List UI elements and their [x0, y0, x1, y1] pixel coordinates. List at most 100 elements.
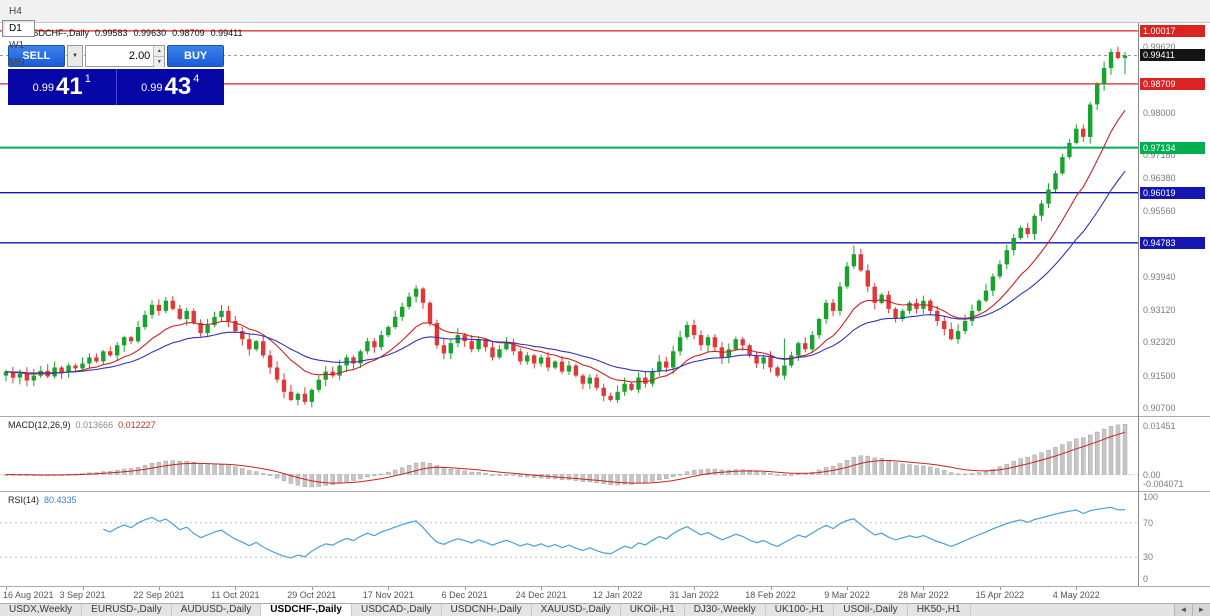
axis-price-label: 0.96380 [1143, 173, 1176, 184]
time-axis-label: 6 Dec 2021 [441, 590, 488, 600]
volume-spinner: ▲ ▼ [153, 46, 165, 67]
symbol-tab[interactable]: USDCHF-,Daily [261, 604, 352, 616]
trade-panel-controls: SELL ▼ ▲ ▼ BUY [8, 45, 224, 67]
period-button-mn[interactable]: MN [9, 56, 25, 68]
time-tick [158, 587, 160, 590]
ohlc-close: 0.99411 [210, 27, 243, 38]
time-axis[interactable]: 16 Aug 2021 3 Sep 2021 22 Sep 2021 11 Oct 2… [0, 587, 1138, 603]
price-level-badge: 0.94783 [1140, 236, 1205, 249]
ohlc-high: 0.99630 [133, 27, 167, 38]
time-axis-label: 22 Sep 2021 [133, 590, 185, 600]
axis-price-label: 0.99620 [1143, 42, 1176, 52]
time-axis-label: 12 Jan 2022 [592, 590, 643, 600]
symbol-tab[interactable]: UK100-,H1 [766, 604, 835, 616]
spin-down-icon[interactable]: ▼ [154, 57, 165, 67]
time-tick [1076, 587, 1078, 590]
volume-input[interactable] [86, 46, 154, 66]
price-level-badge: 0.97134 [1140, 141, 1205, 154]
period-buttons: 5M30H1H4D1W1MN [0, 0, 36, 71]
pane-separator[interactable] [0, 416, 1210, 417]
chart-ohlc-header: USDCHF-,Daily 0.99583 0.99630 0.98709 0.… [7, 26, 243, 38]
period-button-h4[interactable]: H4 [9, 5, 22, 17]
axis-price-label: 0.92320 [1143, 337, 1176, 348]
symbol-tab[interactable]: DJ30-,Weekly [685, 604, 766, 616]
period-button-w1[interactable]: W1 [9, 39, 24, 51]
symbol-tab[interactable]: USOil-,Daily [834, 604, 908, 616]
price-divider [115, 69, 117, 105]
tabs-scroll-right-button[interactable]: ► [1192, 604, 1210, 616]
time-tick [923, 587, 925, 590]
time-axis-label: 16 Aug 2021 [3, 590, 54, 600]
time-tick [999, 587, 1001, 590]
axis-price-label: 0.97180 [1143, 149, 1176, 160]
tab-scroll-arrows: ◄ ► [1174, 604, 1210, 616]
time-axis-label: 28 Mar 2022 [898, 590, 949, 600]
sell-price-big: 41 [56, 73, 83, 100]
time-axis-label: 31 Jan 2022 [669, 590, 719, 600]
time-axis-label: 24 Dec 2021 [515, 590, 567, 600]
macd-scale-label: 0.00 [1143, 469, 1161, 480]
rsi-scale-label: 70 [1143, 517, 1154, 528]
chevron-down-icon: ▼ [72, 53, 78, 59]
symbol-tab[interactable]: USDX,Weekly [0, 604, 83, 616]
rsi-indicator-label: RSI(14) 80.4335 [8, 495, 77, 505]
time-tick [235, 587, 237, 590]
pane-separator [0, 586, 1210, 587]
time-tick [694, 587, 696, 590]
sell-button[interactable]: SELL [8, 45, 65, 67]
chart-tabs-bar: USDX,Weekly EURUSD-,Daily AUDUSD-,Daily USD… [0, 603, 1210, 616]
time-axis-label: 3 Sep 2021 [59, 590, 106, 600]
symbol-tab[interactable]: UKOil-,H1 [621, 604, 685, 616]
buy-price-sup: 4 [193, 73, 200, 85]
tabs-scroll-left-button[interactable]: ◄ [1174, 604, 1192, 616]
ma-slow-line [5, 170, 1126, 374]
symbol-tab[interactable]: XAUUSD-,Daily [532, 604, 621, 616]
period-button-d1[interactable]: D1 [2, 19, 36, 37]
time-axis-label: 9 Mar 2022 [824, 590, 870, 600]
time-axis-label: 29 Oct 2021 [287, 590, 337, 600]
symbol-tab[interactable]: USDCAD-,Daily [352, 604, 442, 616]
current-price-badge: 0.99411 [1140, 49, 1205, 62]
sell-price-display[interactable]: 0.99 41 1 [8, 69, 116, 105]
one-click-trading-panel: SELL ▼ ▲ ▼ BUY 0.99 41 1 0.99 43 [8, 45, 224, 105]
axis-price-label: 0.93120 [1143, 305, 1176, 316]
time-tick [82, 587, 84, 590]
price-axis[interactable]: 0.99620 0.98000 0.97180 0.96380 0.95560 0.939… [1138, 22, 1210, 586]
price-level-badge: 0.98709 [1140, 77, 1205, 90]
macd-signal-value: 0.012227 [118, 420, 156, 430]
time-tick [770, 587, 772, 590]
symbol-tab[interactable]: EURUSD-,Daily [82, 604, 172, 616]
pane-separator[interactable] [0, 491, 1210, 492]
symbol-tab[interactable]: HK50-,H1 [908, 604, 971, 616]
chart-symbol-label: USDCHF-,Daily [26, 27, 89, 38]
volume-dropdown-button[interactable]: ▼ [66, 45, 84, 67]
rsi-name: RSI(14) [8, 495, 40, 505]
symbol-tab[interactable]: USDCNH-,Daily [442, 604, 532, 616]
rsi-scale-label: 30 [1143, 552, 1154, 563]
symbol-tab[interactable]: AUDUSD-,Daily [172, 604, 262, 616]
price-level-badge: 0.96019 [1140, 186, 1205, 199]
buy-price-display[interactable]: 0.99 43 4 [117, 69, 225, 105]
rsi-line [103, 506, 1126, 559]
macd-main-value: 0.013666 [75, 420, 114, 430]
candlestick-series [3, 46, 1128, 408]
time-tick [6, 587, 7, 590]
axis-price-label: 0.95560 [1143, 206, 1176, 217]
time-axis-label: 15 Apr 2022 [975, 590, 1025, 600]
macd-indicator-label: MACD(12,26,9) 0.013666 0.012227 [8, 420, 156, 430]
buy-price-big: 43 [164, 73, 192, 100]
price-level-badge: 1.00017 [1140, 24, 1205, 37]
axis-price-label: 0.98000 [1143, 107, 1176, 118]
ohlc-low: 0.98709 [172, 27, 205, 38]
macd-scale-label: -0.004071 [1143, 479, 1184, 489]
sell-price-sup: 1 [84, 73, 91, 85]
time-axis-label: 4 May 2022 [1052, 590, 1100, 600]
spin-up-icon[interactable]: ▲ [154, 46, 165, 57]
buy-price-prefix: 0.99 [141, 82, 163, 94]
trade-panel-prices: 0.99 41 1 0.99 43 4 [8, 69, 224, 105]
symbol-tabs: USDX,Weekly EURUSD-,Daily AUDUSD-,Daily USD… [0, 604, 971, 616]
buy-button[interactable]: BUY [167, 45, 224, 67]
rsi-scale-label: 100 [1143, 492, 1159, 502]
